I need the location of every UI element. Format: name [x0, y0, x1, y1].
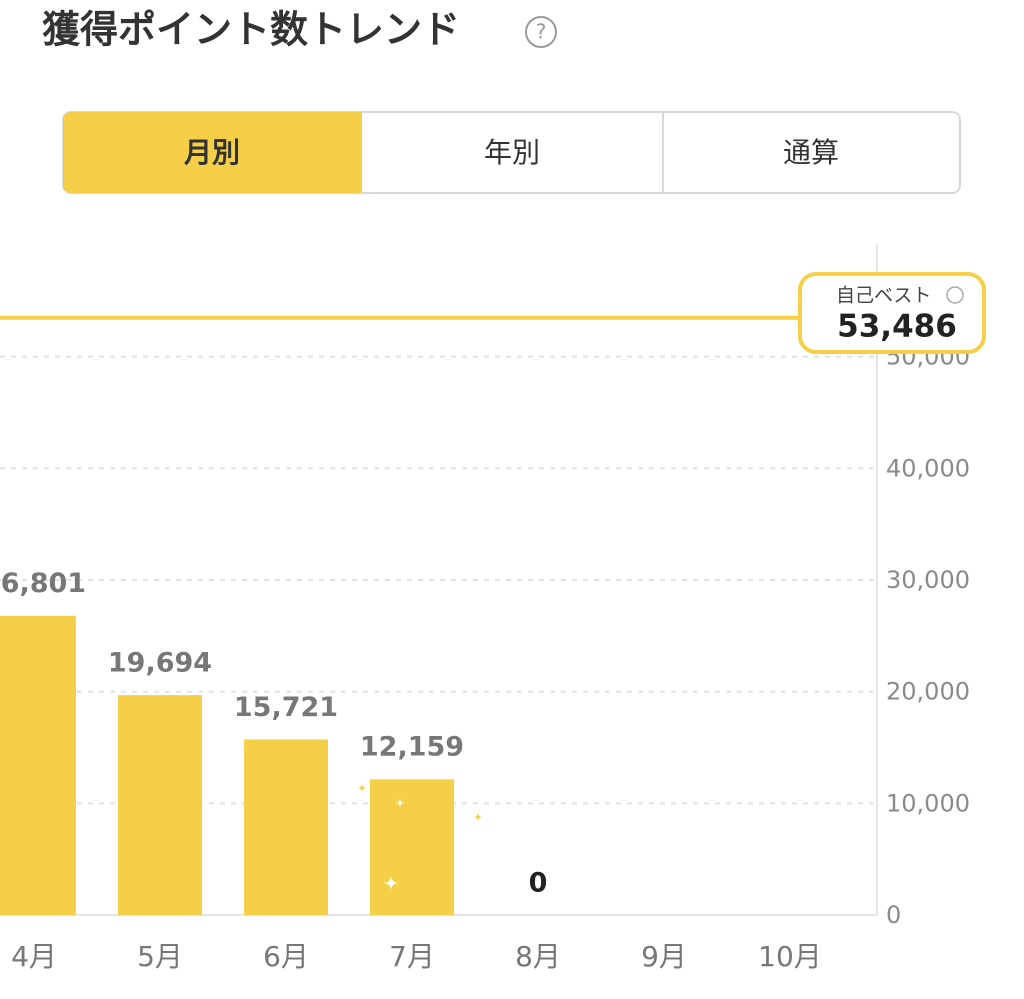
x-tick-label: 7月	[389, 940, 435, 973]
y-tick-label: 40,000	[886, 454, 970, 482]
x-tick-label: 5月	[137, 940, 183, 973]
svg-text:?: ?	[536, 20, 547, 44]
sparkle	[473, 812, 483, 822]
best-label: 自己ベスト	[836, 285, 931, 307]
help-icon[interactable]: ?	[525, 16, 557, 48]
bar	[118, 695, 202, 915]
bar	[0, 615, 76, 915]
data-label: 26,801	[0, 568, 86, 599]
plot: 010,00020,00030,00040,00050,0004月26,8015…	[0, 272, 986, 973]
data-label: 19,694	[108, 648, 212, 679]
y-tick-label: 30,000	[886, 566, 970, 594]
y-tick-label: 20,000	[886, 678, 970, 706]
best-help-icon	[946, 286, 964, 304]
bar	[370, 779, 454, 915]
y-tick-label: 10,000	[886, 789, 970, 817]
x-tick-label: 6月	[263, 940, 309, 973]
tab[interactable]: 通算	[783, 136, 839, 169]
title: 獲得ポイント数トレンド	[42, 8, 460, 52]
tab[interactable]: 年別	[484, 136, 540, 169]
sparkle	[357, 783, 367, 793]
data-label: 15,721	[234, 692, 338, 723]
bar	[244, 739, 328, 915]
sparkle	[395, 798, 405, 808]
x-tick-label: 4月	[11, 940, 57, 973]
data-label: 12,159	[360, 732, 464, 763]
data-label: 0	[529, 868, 548, 899]
x-tick-label: 9月	[641, 940, 687, 973]
tabs: 月別 年別 通算	[62, 111, 961, 194]
best-value: 53,486	[837, 309, 957, 345]
sparkle	[383, 875, 399, 891]
tab-active-bg	[63, 112, 362, 193]
tab[interactable]: 月別	[183, 136, 240, 169]
x-tick-label: 8月	[515, 940, 561, 973]
x-tick-label: 10月	[758, 940, 822, 973]
y-tick-label: 0	[886, 901, 901, 929]
best-badge	[798, 272, 986, 354]
